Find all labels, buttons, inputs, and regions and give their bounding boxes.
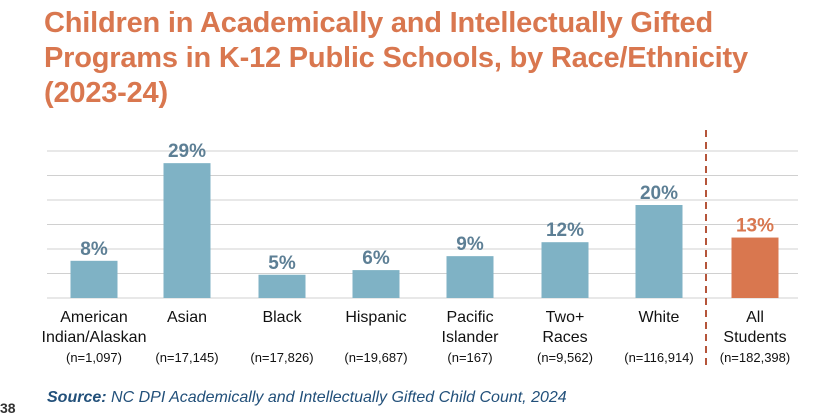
source-note: Source: NC DPI Academically and Intellec… (47, 389, 567, 407)
bar-1 (163, 163, 211, 298)
gridlines (47, 130, 798, 370)
category-label-6-0: White (639, 309, 680, 326)
category-label-0-0: American (60, 309, 128, 326)
sample-size-0: (n=1,097) (66, 350, 122, 365)
value-label-5: 12% (546, 220, 584, 241)
sample-size-6: (n=116,914) (624, 350, 694, 365)
category-label-7-1: Students (723, 329, 786, 346)
bar-7 (731, 237, 779, 298)
category-label-5-0: Two+ (546, 309, 585, 326)
value-label-6: 20% (640, 183, 678, 204)
bar-0 (70, 260, 118, 298)
sample-size-3: (n=19,687) (344, 350, 407, 365)
category-label-5-1: Races (542, 329, 587, 346)
category-label-4-0: Pacific (446, 309, 493, 326)
page-number: 38 (0, 400, 16, 416)
chart-title-line-1: Children in Academically and Intellectua… (44, 7, 713, 39)
bar-5 (541, 242, 589, 298)
category-label-1-0: Asian (167, 309, 207, 326)
bar-6 (635, 205, 683, 298)
value-label-7: 13% (736, 216, 774, 237)
bars (70, 163, 779, 298)
bar-3 (352, 270, 400, 298)
category-label-4-1: Islander (442, 329, 500, 346)
chart-title: Children in Academically and Intellectua… (44, 6, 814, 111)
category-label-0-1: Indian/Alaskan (42, 329, 147, 346)
sample-size-1: (n=17,145) (155, 350, 218, 365)
value-label-4: 9% (456, 234, 484, 255)
category-label-3-0: Hispanic (345, 309, 406, 326)
chart-title-line-2: Programs in K-12 Public Schools, by Race… (44, 42, 748, 74)
source-text: NC DPI Academically and Intellectually G… (111, 389, 567, 406)
labels: 8% American Indian/Alaskan (n=1,097) 29% Asia… (42, 141, 791, 365)
source-label: Source: (47, 389, 107, 406)
value-label-0: 8% (80, 239, 108, 260)
sample-size-5: (n=9,562) (537, 350, 593, 365)
value-label-3: 6% (362, 248, 390, 269)
bar-4 (446, 256, 494, 298)
bar-2 (258, 274, 306, 298)
category-label-2-0: Black (262, 309, 302, 326)
sample-size-4: (n=167) (447, 350, 492, 365)
sample-size-7: (n=182,398) (720, 350, 790, 365)
category-label-7-0: All (746, 309, 764, 326)
value-label-2: 5% (268, 253, 296, 274)
chart-title-line-3: (2023-24) (44, 77, 168, 109)
value-label-1: 29% (168, 141, 206, 162)
sample-size-2: (n=17,826) (250, 350, 313, 365)
